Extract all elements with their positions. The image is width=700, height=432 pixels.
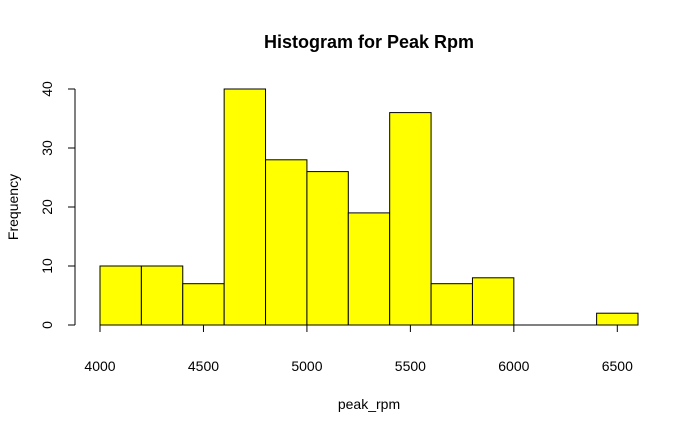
histogram-bar-4600-4800 — [223, 88, 267, 326]
y-axis-label: Frequency — [5, 174, 21, 240]
x-axis-label: peak_rpm — [338, 396, 400, 412]
x-tick-label-6500: 6500 — [602, 358, 633, 374]
histogram-bar-5000-5200 — [306, 171, 349, 326]
y-tick-label-40: 40 — [39, 81, 55, 97]
x-tick-label-6000: 6000 — [498, 358, 529, 374]
histogram-bar-4200-4400 — [140, 265, 184, 326]
histogram-bar-5600-5800 — [430, 283, 473, 326]
x-tick-label-5000: 5000 — [291, 358, 322, 374]
histogram-bar-5400-5600 — [389, 112, 432, 326]
histogram-bar-5800-6000 — [471, 277, 515, 326]
y-axis: 0 10 20 30 40 — [39, 81, 76, 329]
y-tick-label-10: 10 — [39, 258, 55, 274]
histogram-bar-6400-6600 — [596, 312, 639, 326]
y-tick-label-0: 0 — [39, 321, 55, 329]
x-tick-label-4500: 4500 — [188, 358, 219, 374]
x-tick-label-4000: 4000 — [84, 358, 115, 374]
histogram-bar-4800-5000 — [265, 159, 308, 326]
histogram-bar-5200-5400 — [347, 212, 391, 326]
histogram-bar-4000-4200 — [99, 265, 142, 326]
y-tick-label-20: 20 — [39, 199, 55, 215]
chart-title: Histogram for Peak Rpm — [264, 32, 474, 52]
y-tick-label-30: 30 — [39, 140, 55, 156]
histogram-bars — [99, 88, 639, 326]
x-tick-label-5500: 5500 — [395, 358, 426, 374]
x-axis: 4000 4500 5000 5500 6000 6500 — [84, 324, 633, 374]
histogram-bar-4400-4600 — [182, 283, 225, 326]
